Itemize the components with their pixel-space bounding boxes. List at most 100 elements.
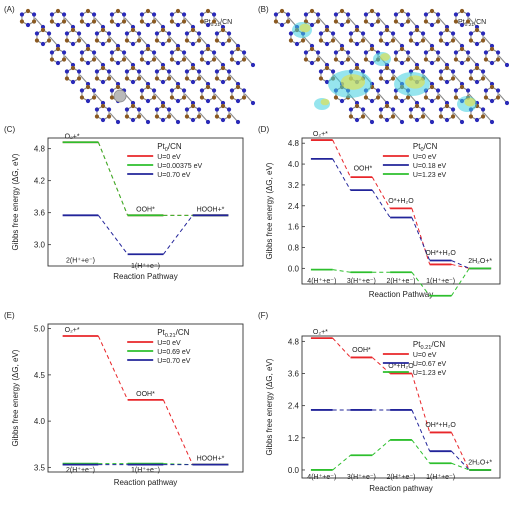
carbon-atom — [324, 27, 330, 33]
nitrogen-atom — [70, 41, 76, 47]
nitrogen-atom — [106, 69, 112, 74]
carbon-atom — [160, 103, 166, 109]
step-label: 3(H⁺+e⁻) — [347, 278, 376, 285]
nitrogen-atom — [444, 117, 450, 123]
carbon-atom — [285, 19, 291, 24]
carbon-atom — [94, 114, 100, 119]
nitrogen-atom — [70, 24, 76, 30]
carbon-atom — [79, 19, 85, 24]
nitrogen-atom — [145, 60, 151, 66]
carbon-atom — [226, 114, 232, 119]
carbon-atom — [154, 38, 160, 43]
carbon-atom — [450, 76, 456, 81]
transition-dash — [97, 215, 129, 255]
y-axis-label: Gibbs free energy (ΔG, eV) — [265, 162, 274, 259]
carbon-atom — [91, 19, 97, 24]
nitrogen-atom — [399, 22, 405, 28]
nitrogen-atom — [459, 81, 465, 87]
carbon-atom — [154, 76, 160, 81]
nitrogen-atom — [384, 100, 390, 106]
carbon-atom — [229, 95, 235, 100]
carbon-atom — [405, 95, 411, 100]
nitrogen-atom — [79, 50, 85, 55]
nitrogen-atom — [94, 69, 100, 74]
nitrogen-atom — [369, 98, 375, 104]
nitrogen-atom — [429, 98, 435, 104]
nitrogen-atom — [109, 50, 115, 55]
nitrogen-atom — [136, 31, 142, 36]
nitrogen-atom — [49, 12, 55, 17]
nitrogen-atom — [205, 22, 211, 28]
panel-label: (C) — [4, 125, 15, 134]
carbon-atom — [211, 57, 217, 62]
carbon-atom — [109, 19, 115, 24]
carbon-atom — [393, 19, 399, 24]
nitrogen-atom — [130, 24, 136, 30]
series-3 — [310, 267, 492, 297]
nitrogen-atom — [121, 50, 127, 55]
species-label: 2H₂O+* — [468, 258, 492, 265]
nitrogen-atom — [166, 69, 172, 74]
carbon-atom — [196, 38, 202, 43]
y-tick-label: 0.0 — [288, 466, 300, 475]
carbon-atom — [190, 103, 196, 109]
nitrogen-atom — [154, 69, 160, 74]
carbon-atom — [465, 57, 471, 62]
charge-density-yellow — [299, 23, 311, 33]
carbon-atom — [390, 38, 396, 43]
carbon-atom — [483, 95, 489, 100]
nitrogen-atom — [181, 12, 187, 17]
species-label: 2H₂O+* — [468, 460, 492, 467]
nitrogen-atom — [354, 117, 360, 123]
carbon-atom — [363, 57, 369, 62]
nitrogen-atom — [220, 24, 226, 30]
legend: U=0 eV U=0.00375 eV U=0.70 eV — [127, 154, 202, 179]
carbon-atom — [136, 76, 142, 81]
nitrogen-atom — [85, 81, 91, 87]
nitrogen-atom — [399, 60, 405, 66]
y-axis-label: Gibbs free energy (ΔG, eV) — [11, 349, 20, 446]
series-3 — [62, 214, 229, 256]
carbon-atom — [468, 38, 474, 43]
species-label: O₂+* — [313, 329, 328, 336]
transition-dash — [332, 269, 351, 273]
nitrogen-atom — [324, 41, 330, 47]
nitrogen-atom — [100, 24, 106, 30]
transition-dash — [332, 454, 351, 471]
transition-dash — [371, 189, 391, 218]
y-tick-label: 4.5 — [34, 371, 46, 380]
nitrogen-atom — [226, 69, 232, 74]
nitrogen-atom — [474, 79, 480, 85]
carbon-atom — [109, 95, 115, 100]
y-tick-label: 5.0 — [34, 325, 46, 334]
carbon-atom — [76, 76, 82, 81]
nitrogen-atom — [399, 43, 405, 49]
nitrogen-atom — [285, 12, 291, 17]
nitrogen-atom — [235, 60, 241, 66]
carbon-atom — [49, 19, 55, 24]
carbon-atom — [55, 46, 61, 52]
carbon-atom — [190, 27, 196, 33]
legend-label: U=0.18 eV — [413, 163, 447, 170]
nitrogen-atom — [453, 12, 459, 17]
nitrogen-atom — [345, 12, 351, 17]
nitrogen-atom — [354, 100, 360, 106]
carbon-atom — [330, 38, 336, 43]
nitrogen-atom — [85, 98, 91, 104]
carbon-atom — [70, 65, 76, 71]
step-label: 4(H⁺+e⁻) — [307, 474, 336, 481]
carbon-atom — [205, 46, 211, 52]
carbon-atom — [354, 27, 360, 33]
transition-dash — [451, 450, 470, 471]
species-label: HOOH+* — [197, 456, 225, 463]
y-tick-label: 4.2 — [34, 177, 46, 186]
nitrogen-atom — [420, 31, 426, 36]
nitrogen-atom — [205, 98, 211, 104]
carbon-atom — [31, 19, 37, 24]
nitrogen-atom — [154, 31, 160, 36]
carbon-atom — [79, 57, 85, 62]
carbon-atom — [420, 38, 426, 43]
panel-label: (E) — [4, 311, 15, 320]
nitrogen-atom — [354, 41, 360, 47]
nitrogen-atom — [315, 12, 321, 17]
